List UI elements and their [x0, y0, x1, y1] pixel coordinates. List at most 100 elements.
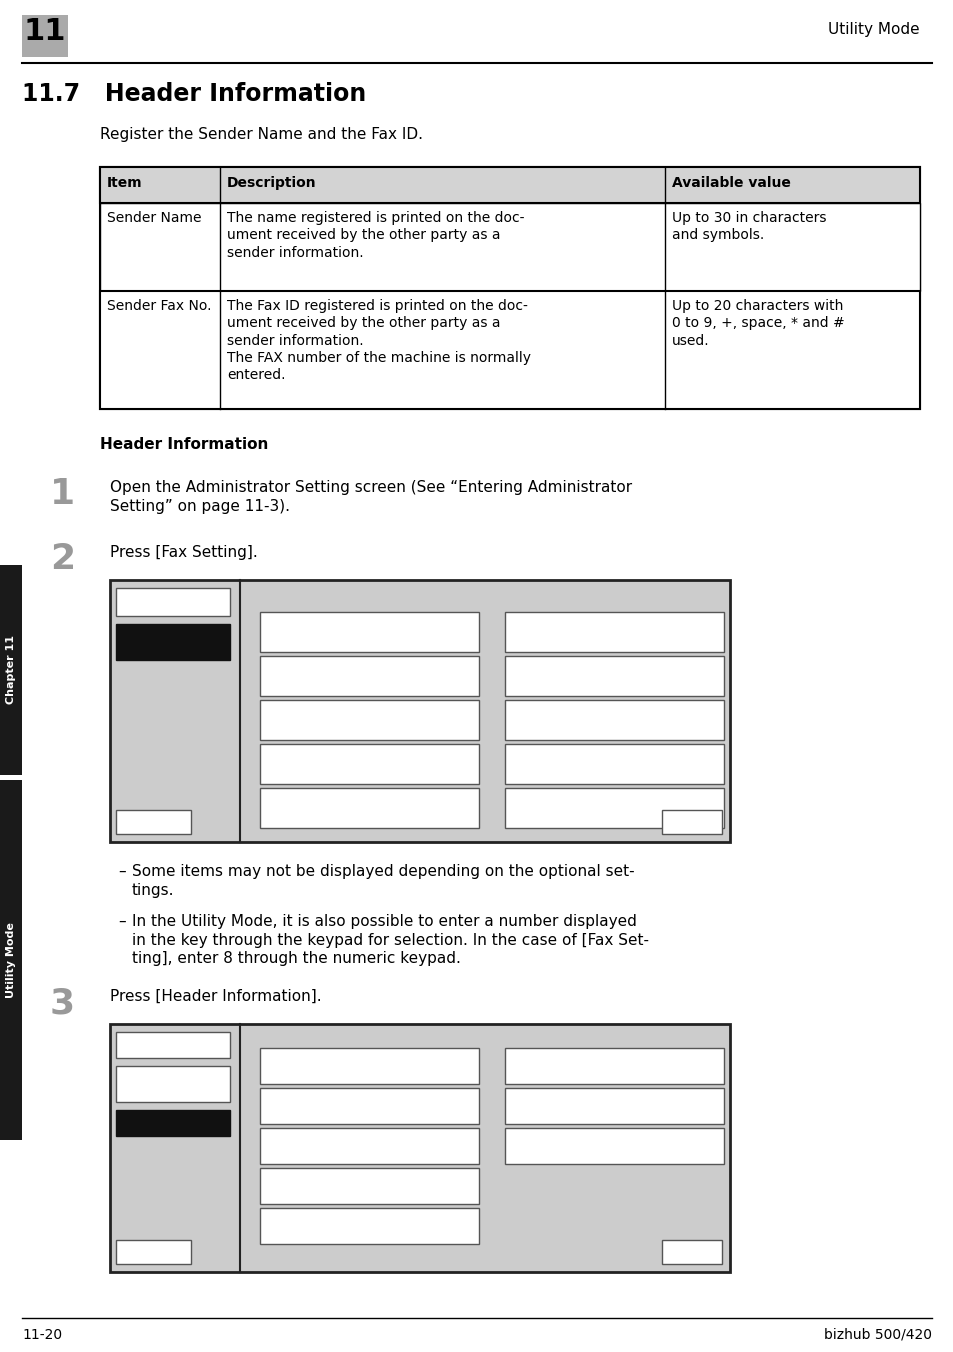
Text: 9: 9 — [489, 749, 496, 758]
Text: The name registered is printed on the doc-
ument received by the other party as : The name registered is printed on the do… — [227, 211, 524, 260]
Text: Administrator
Setting: Administrator Setting — [245, 585, 326, 607]
Text: Copier Setting: Copier Setting — [510, 625, 597, 634]
Text: Telephone Line
Settings: Telephone Line Settings — [265, 1138, 352, 1160]
Bar — [260, 1088, 478, 1124]
Text: Header/Footer
Position: Header/Footer Position — [265, 1099, 346, 1121]
Text: 11-20: 11-20 — [22, 1328, 62, 1343]
Bar — [260, 744, 478, 784]
Bar — [100, 291, 919, 410]
Bar — [504, 1128, 723, 1164]
Bar — [116, 1240, 191, 1264]
Text: Utility Mode: Utility Mode — [827, 22, 919, 37]
Text: Sender Name: Sender Name — [107, 211, 201, 224]
Text: Fax Setting: Fax Setting — [245, 1029, 319, 1038]
Bar — [260, 1048, 478, 1084]
Text: 7: 7 — [489, 1092, 496, 1103]
Bar — [100, 168, 919, 203]
Text: Press [Fax Setting].: Press [Fax Setting]. — [110, 545, 257, 560]
Text: Open the Administrator Setting screen (See “Entering Administrator
Setting” on p: Open the Administrator Setting screen (S… — [110, 480, 632, 514]
Text: UserAuthentication
/Account Track: UserAuthentication /Account Track — [265, 756, 377, 777]
Bar — [260, 612, 478, 652]
Text: bizhub 500/420: bizhub 500/420 — [823, 1328, 931, 1343]
Text: Sender Fax No.: Sender Fax No. — [107, 299, 212, 314]
Text: Close: Close — [675, 1242, 708, 1252]
Bar — [260, 788, 478, 827]
Bar — [100, 203, 919, 291]
Text: 3: 3 — [50, 986, 75, 1019]
Bar — [116, 810, 191, 834]
Text: System Connection: System Connection — [510, 756, 616, 767]
Text: 4: 4 — [244, 1174, 251, 1183]
Bar — [260, 656, 478, 696]
Bar — [260, 1128, 478, 1164]
Text: 11.7   Header Information: 11.7 Header Information — [22, 82, 366, 105]
Bar — [504, 656, 723, 696]
Text: Header Information: Header Information — [100, 437, 268, 452]
Text: 8: 8 — [489, 1133, 496, 1142]
Text: Close: Close — [675, 813, 708, 822]
Text: 5: 5 — [244, 1213, 251, 1224]
Text: 5: 5 — [244, 794, 251, 803]
Text: –: – — [118, 864, 126, 879]
Text: Report Settings: Report Settings — [510, 1099, 603, 1109]
Text: Description: Description — [227, 176, 316, 191]
Text: Utility: Utility — [148, 1034, 197, 1046]
Text: –: – — [118, 914, 126, 929]
Text: The Fax ID registered is printed on the doc-
ument received by the other party a: The Fax ID registered is printed on the … — [227, 299, 531, 383]
Text: 3: 3 — [244, 1133, 251, 1142]
Text: 1: 1 — [50, 477, 75, 511]
Text: Job Settings
List: Job Settings List — [510, 1138, 584, 1160]
Bar — [504, 744, 723, 784]
Text: Available value: Available value — [671, 176, 790, 191]
Bar — [110, 1023, 729, 1272]
Bar — [116, 1065, 230, 1102]
Text: Item: Item — [107, 176, 143, 191]
Text: 8: 8 — [489, 704, 496, 715]
Text: Exit: Exit — [140, 1242, 168, 1252]
Text: Fax Setting: Fax Setting — [510, 713, 578, 722]
Bar — [100, 168, 919, 410]
Bar — [116, 1110, 230, 1136]
Bar — [116, 1032, 230, 1059]
Text: One-Touch
Registration: One-Touch Registration — [265, 713, 339, 734]
Text: Press [Header Information].: Press [Header Information]. — [110, 990, 321, 1005]
Text: Chapter 11: Chapter 11 — [6, 635, 16, 704]
Text: Fax Setting: Fax Setting — [135, 1114, 210, 1124]
Bar — [22, 15, 68, 57]
Text: TX/RX Setting: TX/RX Setting — [265, 1179, 346, 1188]
Text: Administrator
Setting: Administrator Setting — [132, 1069, 213, 1091]
Text: Administrator
Setting: Administrator Setting — [132, 627, 213, 649]
Text: Utility: Utility — [148, 589, 197, 603]
Text: 0: 0 — [489, 794, 496, 803]
Text: Up to 30 in characters
and symbols.: Up to 30 in characters and symbols. — [671, 211, 825, 242]
Text: System Setting: System Setting — [265, 625, 352, 634]
Text: In the Utility Mode, it is also possible to enter a number displayed
in the key : In the Utility Mode, it is also possible… — [132, 914, 648, 967]
Text: 2: 2 — [244, 1092, 251, 1103]
Text: Some items may not be displayed depending on the optional set-
tings.: Some items may not be displayed dependin… — [132, 864, 634, 898]
Text: Function Setting: Function Setting — [265, 1220, 365, 1229]
Bar — [504, 700, 723, 740]
Bar — [0, 565, 22, 775]
Bar — [504, 788, 723, 827]
Text: Administrator/
Machine Setting: Administrator/ Machine Setting — [265, 668, 358, 690]
Text: Network Setting: Network Setting — [265, 800, 358, 810]
Text: PBX CN Set: PBX CN Set — [510, 1059, 572, 1069]
Bar — [260, 1207, 478, 1244]
Bar — [661, 1240, 721, 1264]
Bar — [661, 810, 721, 834]
Text: 1: 1 — [244, 1053, 251, 1063]
Bar — [504, 1088, 723, 1124]
Text: 2: 2 — [244, 661, 251, 671]
Bar — [116, 588, 230, 617]
Text: 1: 1 — [244, 617, 251, 627]
Text: 11: 11 — [24, 18, 66, 46]
Text: 7: 7 — [489, 661, 496, 671]
Text: 2: 2 — [50, 542, 75, 576]
Text: 3: 3 — [244, 704, 251, 715]
Text: 4: 4 — [244, 749, 251, 758]
Bar — [110, 580, 729, 842]
Text: Register the Sender Name and the Fax ID.: Register the Sender Name and the Fax ID. — [100, 127, 422, 142]
Text: Header Information: Header Information — [265, 1059, 377, 1069]
Bar — [260, 1168, 478, 1205]
Bar — [116, 625, 230, 660]
